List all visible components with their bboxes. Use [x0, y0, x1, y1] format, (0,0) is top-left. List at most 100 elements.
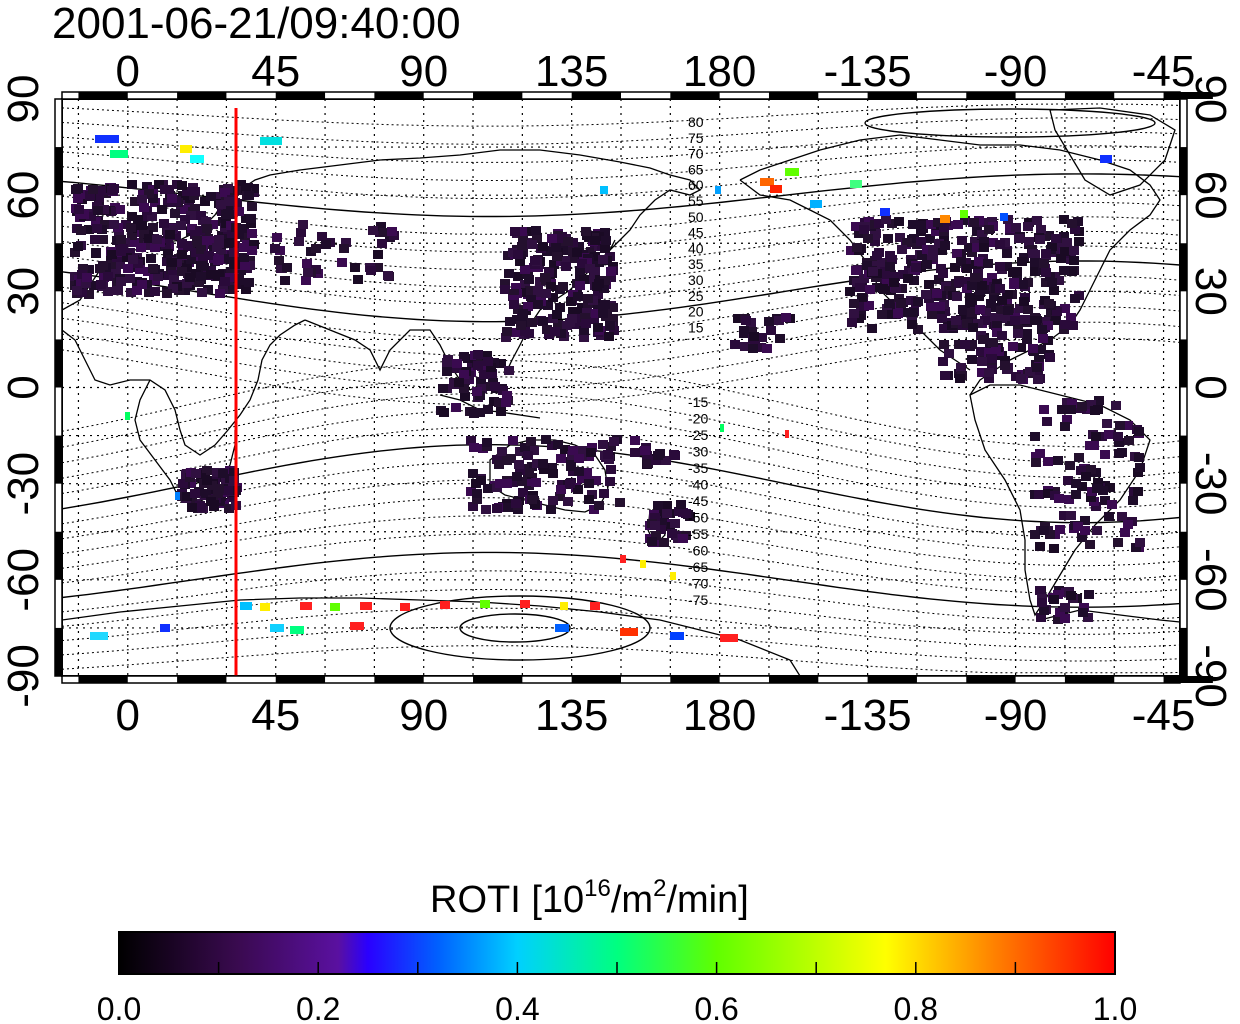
roti-pixel [1070, 225, 1080, 234]
roti-pixel [234, 207, 244, 216]
roti-pixel [1081, 472, 1091, 481]
roti-pixel [1114, 449, 1124, 458]
roti-pixel [150, 243, 160, 252]
roti-pixel [852, 243, 862, 252]
roti-pixel [539, 465, 549, 474]
roti-pixel-high [95, 135, 119, 143]
contour-label: -75 [688, 592, 708, 608]
roti-pixel [1092, 484, 1102, 493]
roti-pixel [148, 223, 158, 232]
roti-pixel [572, 248, 582, 257]
roti-pixel [939, 340, 949, 349]
roti-pixel [533, 286, 543, 295]
roti-pixel [870, 231, 880, 240]
roti-pixel [543, 300, 553, 309]
roti-pixel-high [785, 430, 789, 438]
lon-tick-label-top: 0 [116, 47, 140, 96]
roti-pixel [127, 180, 137, 189]
contour-label: -20 [688, 411, 708, 427]
roti-pixel [517, 227, 527, 236]
lat-tick-label-right: -30 [1186, 452, 1235, 516]
roti-pixel [918, 224, 928, 233]
roti-pixel [180, 205, 190, 214]
roti-pixel [846, 246, 856, 255]
axis-bar [1180, 435, 1187, 484]
roti-pixel [1065, 461, 1075, 470]
roti-pixel [934, 275, 944, 284]
roti-pixel [585, 275, 595, 284]
roti-pixel [996, 306, 1006, 315]
roti-pixel [952, 292, 962, 301]
roti-pixel [953, 220, 963, 229]
roti-pixel [893, 309, 903, 318]
roti-pixel [301, 276, 311, 285]
roti-pixel [887, 255, 897, 264]
roti-pixel [214, 270, 224, 279]
roti-pixel [509, 300, 519, 309]
roti-pixel [546, 505, 556, 514]
lat-tick-label-right: -90 [1186, 644, 1235, 708]
roti-pixel [889, 278, 899, 287]
roti-pixel [241, 184, 251, 193]
roti-pixel [165, 230, 175, 239]
roti-pixel [884, 299, 894, 308]
roti-pixel-high [160, 624, 170, 632]
roti-pixel [78, 264, 88, 273]
roti-pixel [909, 276, 919, 285]
roti-pixel [177, 267, 187, 276]
roti-pixel [144, 288, 154, 297]
roti-pixel [532, 234, 542, 243]
roti-pixel [226, 238, 236, 247]
axis-bar [177, 676, 227, 683]
roti-pixel [1056, 254, 1066, 263]
roti-pixel [882, 304, 892, 313]
roti-pixel [483, 405, 493, 414]
roti-pixel [115, 205, 125, 214]
roti-pixel [84, 265, 94, 274]
roti-pixel [1049, 286, 1059, 295]
roti-pixel [190, 230, 200, 239]
roti-pixel [148, 194, 158, 203]
roti-pixel [992, 321, 1002, 330]
roti-pixel [452, 359, 462, 368]
contour-line [62, 479, 1180, 553]
roti-pixel [1013, 323, 1023, 332]
roti-pixel [1023, 305, 1033, 314]
roti-pixel [99, 205, 109, 214]
roti-pixel [153, 272, 163, 281]
roti-pixel [854, 314, 864, 323]
roti-pixel [1115, 421, 1125, 430]
roti-pixel [247, 229, 257, 238]
roti-pixel [94, 193, 104, 202]
roti-pixel [1043, 457, 1053, 466]
roti-pixel [553, 440, 563, 449]
roti-pixel [186, 211, 196, 220]
roti-pixel [556, 454, 566, 463]
roti-pixel [1030, 258, 1040, 267]
roti-pixel [555, 492, 565, 501]
roti-pixel-high [940, 215, 950, 223]
roti-pixel [987, 313, 997, 322]
roti-pixel [547, 463, 557, 472]
roti-pixel [964, 243, 974, 252]
roti-pixel [1091, 502, 1101, 511]
roti-pixel [936, 264, 946, 273]
lon-tick-label-bottom: 90 [399, 691, 448, 740]
axis-bar [768, 676, 819, 683]
roti-pixel [903, 308, 913, 317]
roti-pixel [84, 225, 94, 234]
roti-pixel [903, 274, 913, 283]
roti-pixel [523, 451, 533, 460]
roti-pixel [656, 525, 666, 534]
roti-pixel [1039, 606, 1049, 615]
roti-pixel [609, 437, 619, 446]
roti-pixel [874, 219, 884, 228]
contour-line [62, 159, 1180, 199]
roti-pixel [630, 448, 640, 457]
roti-pixel [574, 242, 584, 251]
roti-pixel [642, 451, 652, 460]
roti-pixel [965, 298, 975, 307]
roti-pixel [1073, 522, 1083, 531]
roti-pixel [865, 285, 875, 294]
roti-pixel [1019, 297, 1029, 306]
